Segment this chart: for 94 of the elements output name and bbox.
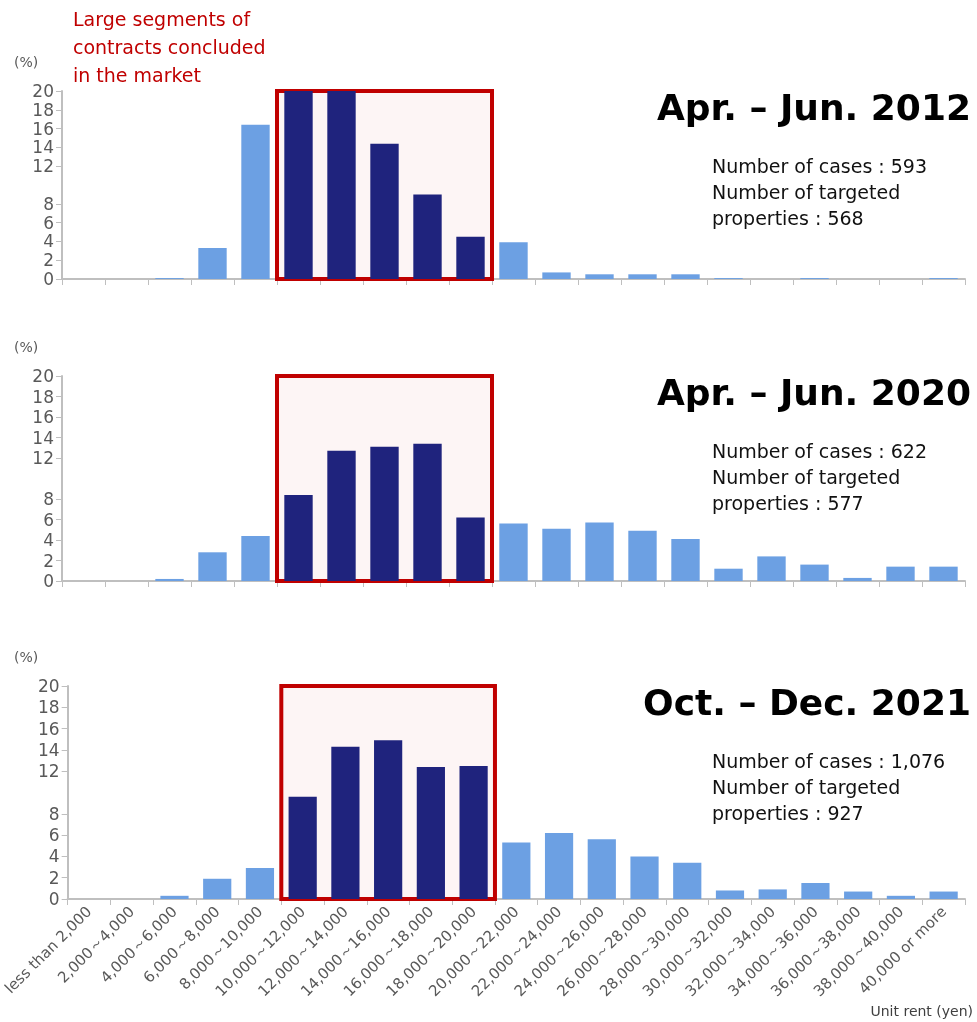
y-tick-label: 12: [32, 448, 54, 468]
y-tick-label: 0: [48, 889, 60, 909]
bar: [327, 450, 356, 581]
bar: [628, 530, 657, 581]
y-axis-title: (%): [14, 649, 39, 665]
y-tick-label: 8: [43, 193, 54, 214]
y-tick-label: 6: [43, 509, 54, 530]
bar: [456, 517, 485, 581]
bar: [801, 883, 830, 899]
y-tick-label: 4: [43, 530, 54, 550]
bar: [628, 274, 657, 279]
y-tick-label: 0: [43, 571, 54, 591]
chart-title: Apr. – Jun. 2012: [656, 86, 972, 128]
bar: [502, 842, 531, 899]
y-tick-label: 20: [32, 81, 54, 101]
y-tick-label: 14: [32, 137, 54, 158]
y-tick-label: 18: [32, 99, 54, 120]
bar: [671, 274, 700, 279]
bar: [671, 538, 700, 581]
y-axis-title: (%): [14, 54, 39, 70]
bar: [456, 236, 485, 279]
bar: [327, 91, 356, 279]
bar: [241, 124, 270, 279]
bar: [198, 552, 227, 581]
y-axis-title: (%): [14, 339, 39, 355]
x-axis-title: Unit rent (yen): [870, 1003, 974, 1019]
bar: [544, 832, 574, 899]
y-tick-label: 12: [32, 156, 54, 177]
bar: [459, 765, 488, 899]
bar: [714, 568, 743, 581]
y-tick-label: 8: [43, 489, 54, 509]
bar: [886, 895, 916, 899]
bar: [241, 535, 270, 581]
bar: [800, 564, 829, 581]
bar: [288, 796, 317, 899]
bar: [757, 556, 786, 581]
bar: [198, 247, 227, 279]
y-tick-label: 20: [38, 676, 60, 696]
y-tick-label: 8: [48, 803, 60, 824]
bar: [416, 766, 445, 899]
y-tick-label: 2: [43, 250, 54, 271]
y-tick-label: 14: [38, 739, 60, 760]
bar: [413, 443, 442, 581]
y-tick-label: 0: [43, 269, 54, 289]
y-tick-label: 6: [43, 212, 54, 233]
bar: [160, 895, 189, 899]
bar: [331, 746, 360, 899]
bar: [203, 878, 232, 899]
bar: [715, 890, 745, 899]
y-tick-label: 2: [43, 550, 54, 571]
bar: [630, 856, 659, 899]
y-tick-label: 16: [38, 718, 60, 739]
chart-title: Apr. – Jun. 2020: [656, 371, 972, 413]
bar: [585, 274, 614, 279]
annotation: Number of targeted properties : 568: [712, 181, 907, 229]
annotation: Number of cases : 593: [712, 155, 928, 177]
annotation: Number of cases : 622: [712, 440, 928, 462]
bar: [844, 891, 873, 899]
bar: [499, 242, 528, 279]
y-tick-label: 16: [32, 407, 54, 427]
bar: [413, 194, 442, 279]
y-tick-label: 4: [48, 846, 60, 867]
band-label: Large segments of contracts concluded in the market: [73, 8, 272, 86]
annotation: Number of cases : 1,076: [712, 750, 946, 772]
y-tick-label: 2: [48, 867, 60, 888]
y-tick-label: 14: [32, 427, 54, 448]
bar: [245, 868, 275, 899]
y-tick-label: 18: [32, 386, 54, 407]
bar: [499, 523, 528, 581]
bar: [155, 578, 184, 581]
bar: [284, 494, 313, 581]
bar: [886, 566, 915, 581]
bar: [673, 862, 702, 899]
bar: [284, 91, 313, 279]
y-tick-label: 6: [48, 825, 60, 846]
y-tick-label: 18: [38, 697, 60, 718]
bar: [929, 566, 958, 581]
bar: [585, 522, 614, 581]
bar: [758, 889, 787, 899]
bar: [370, 143, 399, 279]
bar: [542, 272, 571, 279]
bar: [587, 839, 616, 899]
y-tick-label: 12: [38, 761, 60, 782]
bar: [542, 528, 571, 581]
annotation: Number of targeted properties : 577: [712, 466, 907, 514]
bar: [374, 740, 403, 899]
y-tick-label: 16: [32, 118, 54, 139]
y-tick-label: 4: [43, 231, 54, 252]
bar: [929, 891, 958, 899]
bar: [843, 577, 872, 581]
chart-title: Oct. – Dec. 2021: [643, 681, 971, 723]
bar: [370, 446, 399, 581]
annotation: Number of targeted properties : 927: [712, 776, 907, 824]
y-tick-label: 20: [32, 366, 54, 386]
